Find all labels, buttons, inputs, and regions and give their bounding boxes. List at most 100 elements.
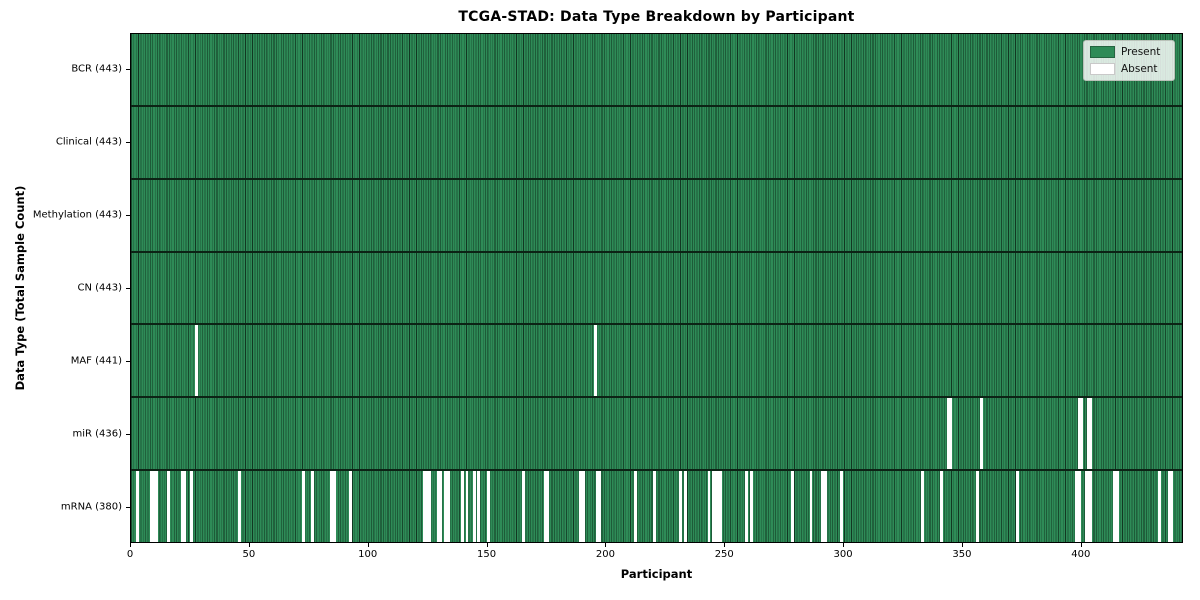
x-tick-mark: [130, 543, 131, 547]
absent-cell: [683, 471, 687, 543]
y-axis-label: Data Type (Total Sample Count): [13, 185, 27, 391]
x-tick-label: 50: [242, 549, 256, 560]
y-tick-mark: [126, 288, 130, 289]
absent-cell: [1089, 398, 1093, 470]
absent-cell: [750, 471, 754, 543]
absent-cell: [598, 471, 602, 543]
heatmap-row-bcr: [131, 34, 1182, 105]
y-tick-label: Methylation (443): [32, 209, 122, 221]
y-tick-label: mRNA (380): [60, 501, 122, 513]
y-tick-label: MAF (441): [70, 355, 122, 367]
x-tick-label: 400: [1071, 549, 1091, 560]
absent-cell: [980, 398, 984, 470]
absent-cell: [1170, 471, 1174, 543]
x-tick-mark: [248, 543, 250, 547]
absent-cell: [719, 471, 723, 543]
y-tick-label: miR (436): [72, 428, 122, 440]
x-tick-mark: [1080, 543, 1082, 547]
absent-cell: [427, 471, 431, 543]
absent-cell: [522, 471, 526, 543]
absent-cell: [439, 471, 443, 543]
absent-cell: [154, 471, 158, 543]
absent-cell: [332, 471, 336, 543]
legend-label-present: Present: [1121, 46, 1161, 58]
x-tick-label: 300: [833, 549, 853, 560]
absent-cell: [1087, 471, 1091, 543]
absent-cell: [195, 325, 199, 397]
x-tick-label: 250: [714, 549, 734, 560]
x-tick-label: 200: [595, 549, 615, 560]
absent-cell: [579, 471, 583, 543]
absent-cell: [821, 471, 825, 543]
y-tick-mark: [126, 142, 130, 144]
y-tick-mark: [126, 360, 130, 362]
absent-cell: [465, 471, 469, 543]
absent-cell: [714, 471, 718, 543]
absent-cell: [472, 471, 476, 543]
x-axis-label: Participant: [620, 567, 693, 581]
absent-cell: [745, 471, 749, 543]
absent-cell: [652, 471, 656, 543]
x-tick-label: 350: [952, 549, 972, 560]
absent-cell: [823, 471, 827, 543]
x-tick-label: 0: [126, 549, 134, 560]
absent-cell: [149, 471, 153, 543]
legend-entry-absent: Absent: [1090, 63, 1167, 75]
present-swatch: [1090, 46, 1115, 58]
absent-cell: [1077, 471, 1081, 543]
absent-cell: [633, 471, 637, 543]
legend: Present Absent: [1083, 40, 1175, 81]
x-tick-mark: [605, 543, 607, 547]
y-tick-mark: [126, 433, 130, 435]
y-tick-label: BCR (443): [71, 63, 122, 75]
absent-cell: [840, 471, 844, 543]
absent-cell: [790, 471, 794, 543]
absent-cell: [190, 471, 194, 543]
absent-cell: [1089, 471, 1093, 543]
absent-cell: [183, 471, 187, 543]
x-tick-label: 150: [476, 549, 497, 560]
absent-cell: [1079, 398, 1083, 470]
absent-cell: [1167, 471, 1171, 543]
y-tick-mark: [126, 506, 130, 508]
absent-cell: [593, 325, 597, 397]
absent-cell: [422, 471, 426, 543]
absent-cell: [152, 471, 156, 543]
absent-cell: [166, 471, 170, 543]
plot-area: [130, 33, 1183, 543]
y-tick-label: Clinical (443): [55, 136, 122, 148]
absent-cell: [349, 471, 353, 543]
heatmap-row-mrna: [131, 469, 1182, 543]
heatmap-row-cn: [131, 250, 1182, 324]
legend-label-absent: Absent: [1121, 63, 1158, 75]
absent-cell: [444, 471, 448, 543]
absent-cell: [596, 471, 599, 543]
absent-cell: [947, 398, 951, 470]
absent-cell: [1113, 471, 1117, 543]
x-tick-mark: [367, 543, 369, 547]
absent-cell: [1115, 471, 1119, 543]
absent-cell: [446, 471, 450, 543]
absent-cell: [1084, 471, 1088, 543]
absent-cell: [949, 398, 953, 470]
absent-cell: [486, 471, 490, 543]
heatmap-row-maf: [131, 323, 1182, 397]
x-tick-mark: [724, 543, 726, 547]
absent-cell: [1015, 471, 1019, 543]
absent-cell: [437, 471, 441, 543]
absent-swatch: [1090, 63, 1115, 75]
absent-cell: [809, 471, 813, 543]
absent-cell: [581, 471, 585, 543]
y-tick-mark: [126, 215, 130, 217]
x-tick-mark: [486, 543, 488, 547]
absent-cell: [311, 471, 315, 543]
absent-cell: [1087, 398, 1091, 470]
y-tick-label: CN (443): [77, 282, 122, 294]
legend-entry-present: Present: [1090, 46, 1167, 58]
x-tick-mark: [843, 543, 845, 547]
absent-cell: [330, 471, 334, 543]
absent-cell: [975, 471, 979, 543]
absent-cell: [712, 471, 716, 543]
absent-cell: [940, 471, 943, 543]
absent-cell: [460, 471, 464, 543]
